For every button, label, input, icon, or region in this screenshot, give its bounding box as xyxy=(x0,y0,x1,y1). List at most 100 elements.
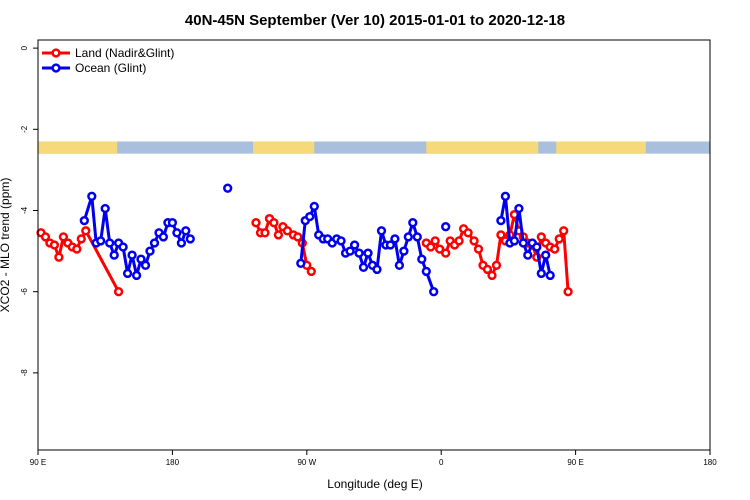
data-point xyxy=(149,238,160,248)
data-point xyxy=(541,250,551,260)
data-point xyxy=(545,270,555,281)
data-point xyxy=(514,203,524,214)
data-point xyxy=(394,260,405,270)
x-tick-label: 90 E xyxy=(567,458,583,467)
legend-label: Land (Nadir&Glint) xyxy=(75,46,174,60)
land-band-segment xyxy=(556,141,646,154)
data-point xyxy=(58,232,69,242)
data-point xyxy=(469,236,479,246)
data-point xyxy=(118,242,128,252)
data-point xyxy=(496,215,506,226)
data-point xyxy=(40,232,51,242)
y-axis-label: XCO2 - MLO trend (ppm) xyxy=(0,178,12,313)
data-point xyxy=(185,234,195,244)
data-point xyxy=(463,228,473,238)
data-point xyxy=(158,232,169,242)
data-point xyxy=(385,240,396,250)
x-tick-label: 180 xyxy=(703,458,717,467)
x-tick-label: 180 xyxy=(166,458,180,467)
data-point xyxy=(354,248,364,258)
y-tick-label: -6 xyxy=(20,288,29,296)
land-band-segment xyxy=(253,141,315,154)
plot-frame xyxy=(37,39,711,451)
data-point xyxy=(306,266,316,277)
data-point xyxy=(273,230,284,240)
data-point xyxy=(563,287,573,297)
land-band-segment xyxy=(426,141,539,154)
series-ocean xyxy=(79,183,555,297)
data-point xyxy=(336,236,346,246)
y-tick-label: -4 xyxy=(20,206,29,214)
legend-marker xyxy=(51,48,61,58)
land-mask-band xyxy=(38,141,710,154)
data-point xyxy=(293,232,303,242)
data-point xyxy=(417,254,427,264)
y-axis: 0 -2 -4 -6 -8 xyxy=(20,45,38,376)
x-tick-label: 90 E xyxy=(30,458,46,467)
data-point xyxy=(109,250,119,260)
data-point xyxy=(145,246,155,256)
land-band-segment xyxy=(38,141,118,154)
data-point xyxy=(509,236,520,246)
x-tick-label: 90 W xyxy=(297,458,316,467)
chart-title: 40N-45N September (Ver 10) 2015-01-01 to… xyxy=(185,12,565,29)
data-point xyxy=(496,230,506,240)
data-point xyxy=(435,244,445,254)
data-point xyxy=(441,222,451,232)
data-point xyxy=(430,236,440,246)
data-point xyxy=(426,242,436,252)
data-point xyxy=(54,252,64,262)
data-point xyxy=(554,234,564,244)
x-axis-label: Longitude (deg E) xyxy=(327,477,422,491)
data-point xyxy=(408,218,418,228)
data-point xyxy=(536,232,546,242)
data-point xyxy=(105,238,115,248)
data-point xyxy=(176,238,187,248)
y-tick-label: 0 xyxy=(20,45,29,50)
data-point xyxy=(536,268,546,279)
data-point xyxy=(131,270,142,281)
data-point xyxy=(100,203,110,214)
data-point xyxy=(167,218,178,228)
data-point xyxy=(172,228,182,238)
data-point xyxy=(421,266,431,277)
data-point xyxy=(473,244,484,254)
data-point xyxy=(251,218,261,228)
data-point xyxy=(500,191,511,201)
ocean-band xyxy=(38,141,710,154)
data-point xyxy=(518,238,528,248)
data-point xyxy=(372,264,382,275)
data-point xyxy=(122,268,133,279)
data-point xyxy=(223,183,233,193)
data-point xyxy=(403,232,413,242)
data-point xyxy=(269,218,279,228)
data-point xyxy=(96,236,106,246)
data-point xyxy=(559,226,569,236)
data-point xyxy=(390,234,400,244)
y-tick-label: -8 xyxy=(20,369,29,377)
data-point xyxy=(72,244,82,254)
data-point xyxy=(349,240,360,250)
data-point xyxy=(376,226,387,236)
data-point xyxy=(140,260,151,270)
data-point xyxy=(429,287,439,297)
data-point xyxy=(181,226,191,236)
data-point xyxy=(523,250,533,260)
data-point xyxy=(305,211,315,222)
data-point xyxy=(113,287,124,297)
data-point xyxy=(81,226,91,236)
legend-marker xyxy=(51,63,61,73)
data-point xyxy=(296,258,306,268)
data-point xyxy=(482,264,493,275)
legend-label: Ocean (Glint) xyxy=(75,61,146,75)
data-point xyxy=(454,236,464,246)
x-tick-label: 0 xyxy=(439,458,444,467)
data-point xyxy=(532,242,542,252)
x-axis: 90 E 180 90 W 0 90 E 180 xyxy=(30,450,717,467)
data-point xyxy=(282,226,293,236)
data-point xyxy=(136,254,146,264)
series-layer xyxy=(36,183,573,297)
y-tick-label: -2 xyxy=(20,125,29,133)
data-point xyxy=(491,260,502,270)
